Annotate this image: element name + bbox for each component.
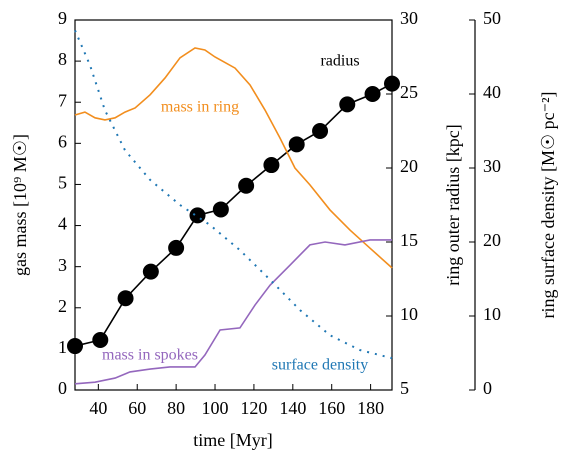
y3-tick-label: 20 xyxy=(483,230,501,250)
y-tick-label: 8 xyxy=(58,49,67,69)
series-line xyxy=(74,239,392,385)
y-tick-label: 7 xyxy=(58,90,67,110)
marker xyxy=(384,75,400,92)
y3-tick-label: 0 xyxy=(483,378,492,398)
x-axis-label: time [Myr] xyxy=(193,430,272,450)
y-axis-label: gas mass [10⁹ M☉] xyxy=(10,134,30,276)
y2-axis-label: ring outer radius [kpc] xyxy=(443,124,463,285)
marker xyxy=(168,239,185,256)
y-tick-label: 0 xyxy=(58,378,67,398)
series-line xyxy=(74,29,393,360)
series-line xyxy=(74,82,393,347)
y-tick-label: 6 xyxy=(58,131,67,151)
y-tick-label: 1 xyxy=(58,337,67,357)
marker xyxy=(189,207,206,224)
marker xyxy=(67,338,83,355)
y-tick-label: 2 xyxy=(58,296,67,316)
marker xyxy=(238,177,255,194)
y-tick-label: 5 xyxy=(58,173,67,193)
y-tick-label: 4 xyxy=(58,214,67,234)
marker xyxy=(288,136,305,153)
marker xyxy=(263,157,280,174)
y2-tick-label: 5 xyxy=(400,378,409,398)
x-tick-label: 140 xyxy=(279,398,306,418)
series-line xyxy=(74,47,393,269)
x-tick-label: 80 xyxy=(167,398,185,418)
marker xyxy=(339,96,356,113)
y2-tick-label: 20 xyxy=(400,156,418,176)
plot-frame xyxy=(74,19,393,391)
marker xyxy=(117,290,134,307)
y3-tick-label: 50 xyxy=(483,8,501,28)
y3-tick-label: 40 xyxy=(483,82,501,102)
y2-tick-label: 25 xyxy=(400,82,418,102)
y2-tick-label: 15 xyxy=(400,230,418,250)
marker xyxy=(92,331,109,348)
x-tick-label: 180 xyxy=(357,398,384,418)
x-tick-label: 100 xyxy=(202,398,229,418)
y3-axis-label: ring surface density [M☉ pc⁻²] xyxy=(538,92,558,319)
y3-tick-label: 10 xyxy=(483,304,501,324)
marker xyxy=(142,263,159,280)
series-label: radius xyxy=(320,53,359,70)
x-tick-label: 40 xyxy=(89,398,107,418)
y-tick-label: 9 xyxy=(58,8,67,28)
y-tick-label: 3 xyxy=(58,255,67,275)
x-tick-label: 120 xyxy=(240,398,267,418)
y2-tick-label: 30 xyxy=(400,8,418,28)
x-tick-label: 160 xyxy=(318,398,345,418)
y2-tick-label: 10 xyxy=(400,304,418,324)
marker xyxy=(312,123,329,139)
marker xyxy=(212,201,229,218)
series-label: mass in spokes xyxy=(102,347,198,364)
series-label: mass in ring xyxy=(161,99,239,116)
x-tick-label: 60 xyxy=(128,398,146,418)
y3-tick-label: 30 xyxy=(483,156,501,176)
series-label: surface density xyxy=(272,357,368,374)
marker xyxy=(364,86,381,102)
